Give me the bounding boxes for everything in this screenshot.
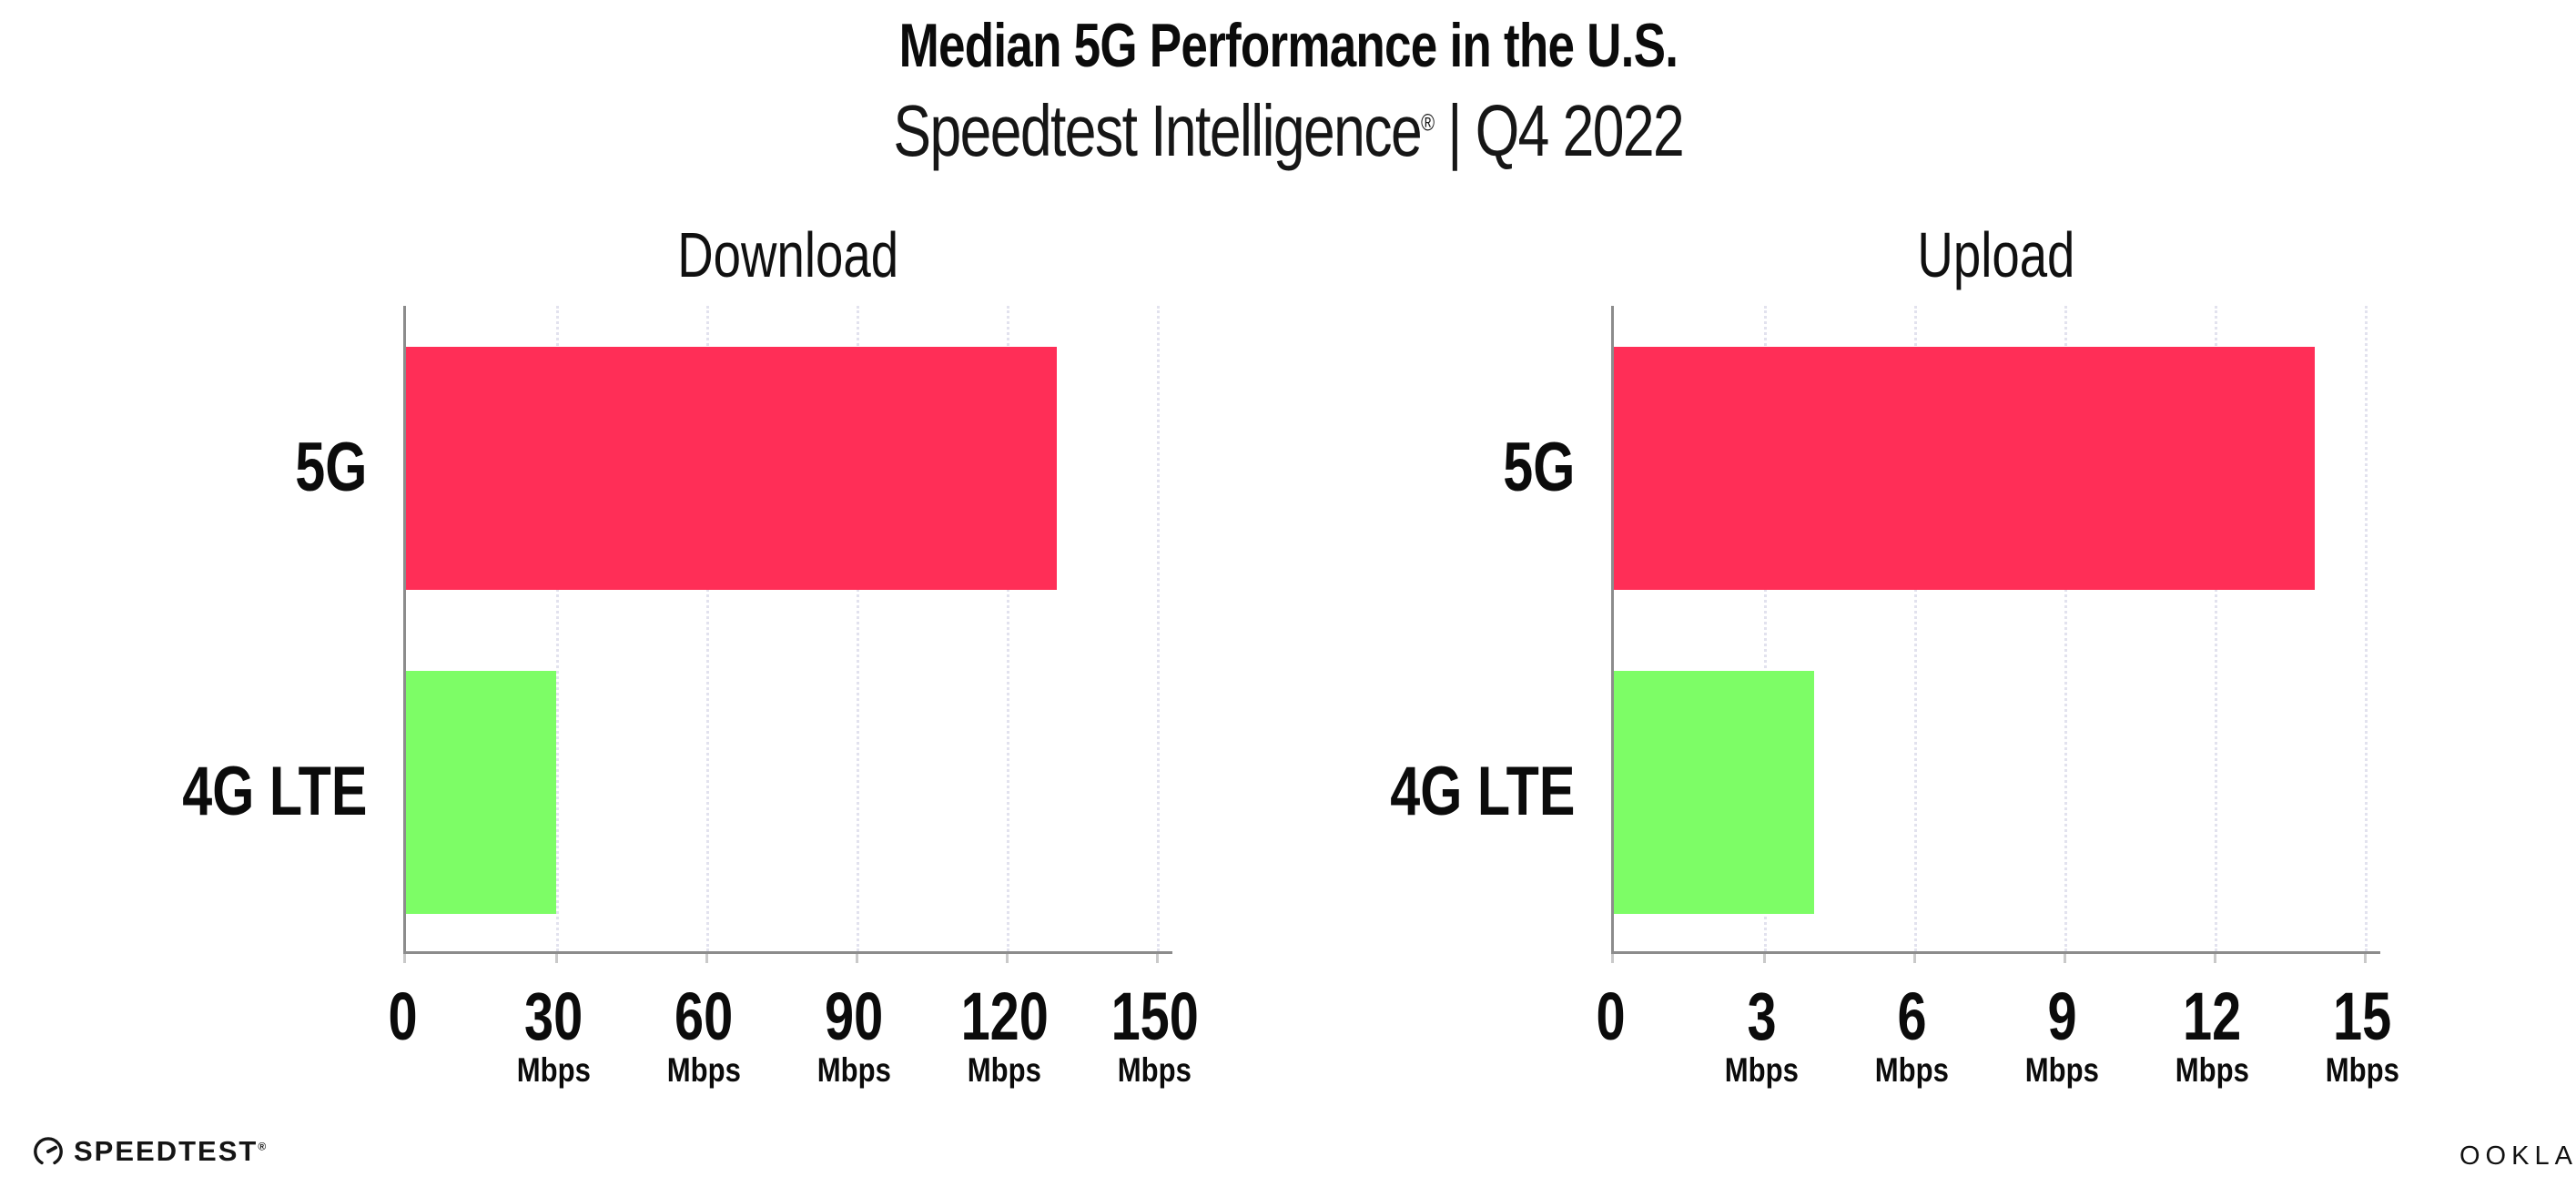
x-tick-label-15: 15: [2253, 981, 2471, 1052]
speedtest-logo-text: SPEEDTEST®: [74, 1135, 267, 1167]
bar-5g-upload: [1614, 347, 2315, 590]
ookla-logo-text: OOKLA®: [2459, 1141, 2576, 1171]
x-tick-label-text: 0: [388, 979, 419, 1054]
registered-mark: ®: [1420, 108, 1435, 137]
x-tick-label-text: 15: [2333, 979, 2392, 1054]
subtitle-period: | Q4 2022: [1433, 90, 1684, 171]
x-tick-mark-12: [2214, 954, 2217, 963]
speedtest-trademark: ®: [258, 1140, 267, 1153]
gridline-60: [706, 306, 710, 951]
x-tick-label-text: 12: [2183, 979, 2242, 1054]
x-unit-text: Mbps: [1117, 1051, 1192, 1089]
bar-5g-download: [406, 347, 1057, 590]
x-tick-mark-3: [1763, 954, 1767, 963]
x-unit-text: Mbps: [2175, 1051, 2249, 1089]
x-tick-mark-15: [2364, 954, 2368, 963]
x-tick-label-text: 60: [674, 979, 734, 1054]
x-tick-label-text: 150: [1111, 979, 1199, 1054]
x-tick-label-text: 9: [2047, 979, 2077, 1054]
gridline-6: [1914, 306, 1918, 951]
page-subtitle: Speedtest Intelligence® | Q4 2022: [0, 91, 2576, 171]
bar-4g-lte-download: [406, 671, 556, 914]
x-unit-label: Mbps: [1045, 1052, 1263, 1089]
x-tick-mark-6: [1913, 954, 1917, 963]
x-tick-mark-0: [403, 954, 406, 963]
x-tick-label-text: 3: [1747, 979, 1777, 1054]
category-label-5g-download: 5G: [39, 432, 367, 503]
speedtest-logo: SPEEDTEST®: [33, 1136, 266, 1167]
gridline-3: [1764, 306, 1768, 951]
x-unit-label: Mbps: [594, 1052, 813, 1089]
page-subtitle-text: Speedtest Intelligence® | Q4 2022: [893, 90, 1684, 171]
gridline-12: [2215, 306, 2218, 951]
chart-title-download: Download: [677, 219, 898, 290]
x-unit-label: Mbps: [895, 1052, 1113, 1089]
category-label-text: 4G LTE: [1389, 753, 1575, 830]
category-label-4g-lte-download: 4G LTE: [39, 756, 367, 827]
x-tick-label-6: 6: [1802, 981, 2021, 1052]
bar-4g-lte-upload: [1614, 671, 1814, 914]
x-tick-label-12: 12: [2103, 981, 2321, 1052]
x-tick-label-text: 0: [1596, 979, 1627, 1054]
x-tick-label-150: 150: [1045, 981, 1263, 1052]
x-tick-mark-90: [856, 954, 859, 963]
x-tick-label-90: 90: [745, 981, 963, 1052]
x-unit-text: Mbps: [666, 1051, 741, 1089]
x-tick-label-30: 30: [444, 981, 663, 1052]
gridline-15: [2365, 306, 2368, 951]
x-unit-label: Mbps: [745, 1052, 963, 1089]
x-tick-label-60: 60: [594, 981, 813, 1052]
x-tick-label-0: 0: [1502, 981, 1720, 1052]
gridline-120: [1007, 306, 1010, 951]
category-label-text: 4G LTE: [181, 753, 367, 830]
x-unit-text: Mbps: [516, 1051, 591, 1089]
x-tick-label-text: 120: [960, 979, 1049, 1054]
category-label-4g-lte-upload: 4G LTE: [1247, 756, 1575, 827]
x-unit-text: Mbps: [816, 1051, 891, 1089]
x-unit-text: Mbps: [2024, 1051, 2099, 1089]
x-unit-label: Mbps: [444, 1052, 663, 1089]
x-tick-label-9: 9: [1952, 981, 2171, 1052]
x-unit-label: Mbps: [1952, 1052, 2171, 1089]
x-tick-mark-150: [1156, 954, 1160, 963]
plot-area-upload: [1611, 306, 2380, 963]
gridline-9: [2064, 306, 2068, 951]
x-tick-label-120: 120: [895, 981, 1113, 1052]
gridline-150: [1157, 306, 1161, 951]
x-unit-text: Mbps: [1724, 1051, 1799, 1089]
x-unit-label: Mbps: [1802, 1052, 2021, 1089]
page-title-text: Median 5G Performance in the U.S.: [898, 11, 1678, 80]
x-tick-label-text: 6: [1897, 979, 1927, 1054]
x-tick-mark-30: [555, 954, 559, 963]
chart-title-upload: Upload: [1916, 219, 2075, 290]
page-title: Median 5G Performance in the U.S.: [0, 13, 2576, 78]
x-tick-mark-9: [2064, 954, 2067, 963]
x-tick-label-0: 0: [294, 981, 512, 1052]
x-unit-label: Mbps: [2103, 1052, 2321, 1089]
gridline-30: [556, 306, 560, 951]
category-label-5g-upload: 5G: [1247, 432, 1575, 503]
x-unit-label: Mbps: [2253, 1052, 2471, 1089]
category-label-text: 5G: [1502, 429, 1575, 506]
speedtest-gauge-icon: [34, 1137, 63, 1165]
x-tick-mark-0: [1611, 954, 1614, 963]
x-unit-text: Mbps: [1874, 1051, 1949, 1089]
plot-area-download: [403, 306, 1172, 963]
category-label-text: 5G: [294, 429, 367, 506]
x-tick-label-text: 30: [523, 979, 583, 1054]
x-unit-text: Mbps: [967, 1051, 1041, 1089]
x-tick-mark-120: [1006, 954, 1009, 963]
subtitle-brand: Speedtest Intelligence: [893, 90, 1422, 171]
ookla-logo: OOKLA®: [2459, 1141, 2576, 1171]
x-unit-label: Mbps: [1652, 1052, 1871, 1089]
x-unit-text: Mbps: [2325, 1051, 2400, 1089]
x-tick-label-text: 90: [825, 979, 884, 1054]
x-tick-label-3: 3: [1652, 981, 1871, 1052]
x-tick-mark-60: [705, 954, 709, 963]
gridline-90: [857, 306, 860, 951]
